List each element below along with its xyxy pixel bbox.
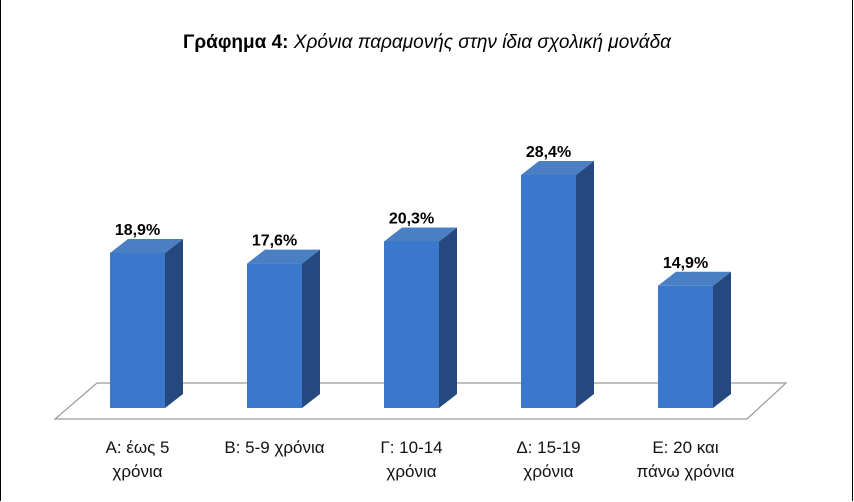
category-label-5: Ε: 20 και πάνω χρόνια <box>611 436 761 484</box>
data-label-3: 20,3% <box>389 210 434 227</box>
bar-top-1 <box>110 238 183 253</box>
data-label-2: 17,6% <box>252 233 297 250</box>
bar-side-3 <box>439 227 457 408</box>
category-label-line: Γ: 10-14 <box>380 438 443 457</box>
bar-side-2 <box>302 249 320 408</box>
category-label-1: Α: έως 5 χρόνια <box>63 436 213 484</box>
data-label-4: 28,4% <box>526 144 571 161</box>
category-label-line: Ε: 20 και <box>652 438 719 457</box>
category-label-line: χρόνια <box>386 462 437 481</box>
bar-3 <box>384 241 439 408</box>
bar-2 <box>247 263 302 408</box>
bar-side-1 <box>165 238 183 408</box>
bar-4 <box>521 175 576 408</box>
category-label-line: Β: 5-9 χρόνια <box>224 438 325 457</box>
category-label-line: Δ: 15-19 <box>516 438 581 457</box>
chart-title: Γράφημα 4: Χρόνια παραμονής στην ίδια σχ… <box>0 32 854 54</box>
bar-top-5 <box>658 271 731 286</box>
bar-5 <box>658 285 713 408</box>
category-label-4: Δ: 15-19 χρόνια <box>474 436 624 484</box>
bar-1 <box>110 252 165 408</box>
bar-top-3 <box>384 227 457 242</box>
category-label-line: Α: έως 5 <box>105 438 170 457</box>
category-label-line: πάνω χρόνια <box>636 462 735 481</box>
category-label-line: χρόνια <box>523 462 574 481</box>
bar-side-4 <box>576 161 594 408</box>
bar-side-5 <box>713 271 731 408</box>
chart-title-text: Χρόνια παραμονής στην ίδια σχολική μονάδ… <box>293 32 671 53</box>
bar-top-2 <box>247 249 320 264</box>
chart-title-prefix: Γράφημα 4: <box>182 32 289 53</box>
category-label-2: Β: 5-9 χρόνια <box>200 436 350 460</box>
data-label-1: 18,9% <box>115 222 160 239</box>
data-label-5: 14,9% <box>663 255 708 272</box>
category-label-3: Γ: 10-14 χρόνια <box>337 436 487 484</box>
category-label-line: χρόνια <box>112 462 163 481</box>
bar-top-4 <box>521 161 594 175</box>
